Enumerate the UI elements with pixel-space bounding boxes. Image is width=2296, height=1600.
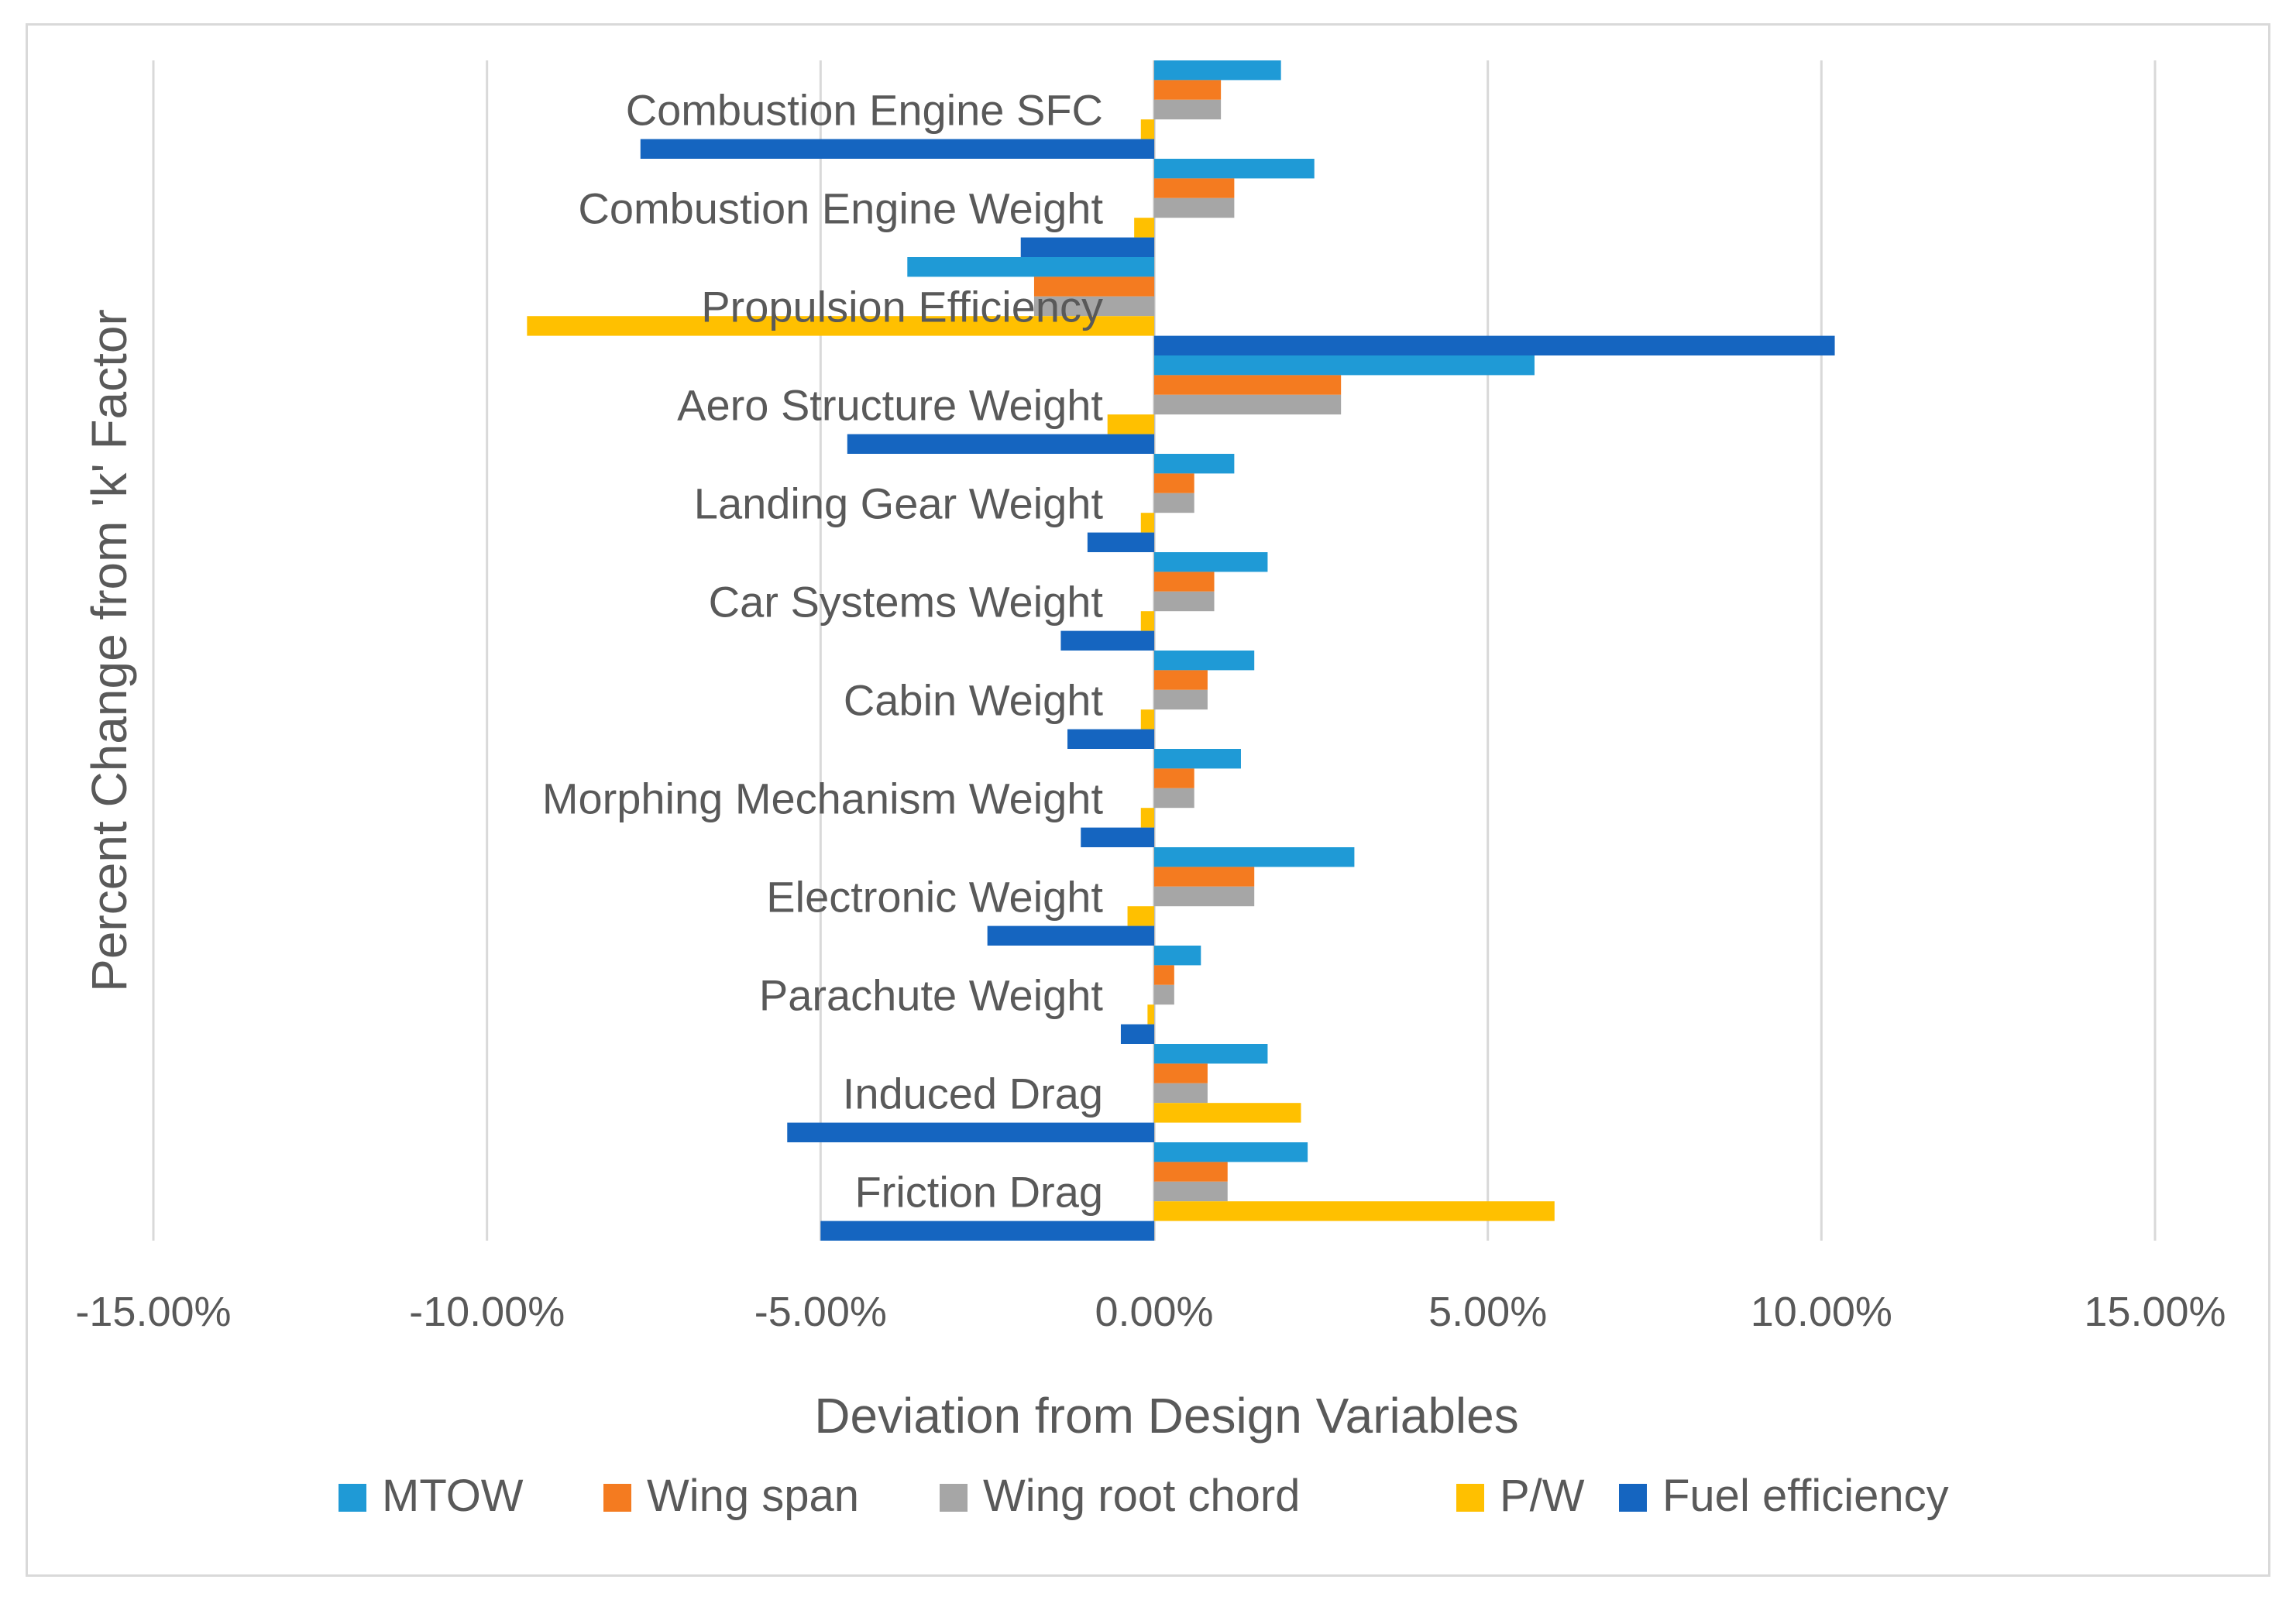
category-label: Parachute Weight [759,971,1104,1020]
bar-wing-span-propulsion-efficiency [1033,276,1154,297]
bar-wing-span-induced-drag [1154,1063,1208,1083]
legend-label-wing-span: Wing span [647,1471,859,1521]
bar-fuel-efficiency-morphing-mechanism-weight [1081,827,1154,847]
bar-wing-root-chord-electronic-weight [1154,886,1255,907]
bar-fuel-efficiency-induced-drag [787,1122,1154,1142]
bar-fuel-efficiency-propulsion-efficiency [1154,335,1835,355]
bar-wing-root-chord-induced-drag [1154,1083,1208,1104]
bar-wing-root-chord-parachute-weight [1154,984,1174,1005]
bar-mtow-propulsion-efficiency [907,257,1154,277]
bar-wing-span-combustion-engine-weight [1154,178,1235,198]
bar-fuel-efficiency-electronic-weight [987,925,1154,946]
bar-wing-span-combustion-engine-sfc [1154,80,1222,100]
category-label: Landing Gear Weight [694,479,1104,528]
legend-swatch-wing-root-chord [940,1484,968,1512]
bar-fuel-efficiency-parachute-weight [1120,1024,1154,1044]
bar-fuel-efficiency-cabin-weight [1067,729,1154,749]
x-tick-label: 10.00% [1751,1289,1892,1335]
category-labels: Combustion Engine SFC Combustion Engine W… [542,86,1104,1217]
category-label: Cabin Weight [844,676,1104,725]
category-label: Friction Drag [854,1168,1103,1217]
bar-mtow-combustion-engine-sfc [1154,60,1281,81]
bar-mtow-morphing-mechanism-weight [1154,749,1241,769]
category-label: Morphing Mechanism Weight [542,774,1104,823]
category-label: Car Systems Weight [709,578,1104,627]
bar-mtow-landing-gear-weight [1154,454,1235,474]
bar-wing-span-cabin-weight [1154,670,1208,690]
x-axis-title: Deviation from Design Variables [814,1388,1518,1444]
bar-fuel-efficiency-aero-structure-weight [847,434,1154,454]
x-tick-label: -10.00% [409,1289,565,1335]
bar-wing-span-landing-gear-weight [1154,473,1194,493]
bar-mtow-car-systems-weight [1154,552,1268,572]
legend-swatch-p-w [1456,1484,1484,1512]
legend-label-fuel-efficiency: Fuel efficiency [1662,1471,1949,1521]
legend-label-mtow: MTOW [382,1471,524,1521]
bar-wing-root-chord-cabin-weight [1154,689,1208,710]
bar-p-w-aero-structure-weight [1107,414,1154,434]
bar-wing-root-chord-morphing-mechanism-weight [1154,788,1194,809]
legend: MTOW Wing span Wing root chord P/W Fuel effi… [339,1471,1949,1521]
bar-wing-span-morphing-mechanism-weight [1154,768,1194,788]
bar-mtow-aero-structure-weight [1154,355,1535,376]
bar-mtow-induced-drag [1154,1044,1268,1064]
bar-p-w-landing-gear-weight [1140,513,1154,533]
bar-mtow-combustion-engine-weight [1154,159,1315,179]
x-tick-label: -15.00% [75,1289,231,1335]
bar-wing-span-friction-drag [1154,1162,1228,1182]
bar-wing-root-chord-combustion-engine-weight [1154,197,1235,218]
bar-wing-root-chord-combustion-engine-sfc [1154,99,1222,120]
legend-label-p-w: P/W [1500,1471,1585,1521]
bar-fuel-efficiency-car-systems-weight [1060,630,1154,651]
gridlines [152,60,2157,1241]
category-label: Combustion Engine Weight [578,184,1103,233]
legend-label-wing-root-chord: Wing root chord [983,1471,1300,1521]
bar-p-w-parachute-weight [1147,1004,1154,1025]
bar-wing-span-electronic-weight [1154,867,1255,887]
bar-p-w-combustion-engine-weight [1134,218,1154,238]
bar-wing-span-car-systems-weight [1154,572,1215,592]
bar-p-w-electronic-weight [1127,906,1154,926]
bar-wing-span-parachute-weight [1154,965,1174,985]
legend-swatch-mtow [339,1484,366,1512]
bar-p-w-induced-drag [1154,1103,1301,1123]
bar-fuel-efficiency-combustion-engine-sfc [640,139,1154,159]
bar-wing-root-chord-propulsion-efficiency [1033,296,1154,317]
bar-mtow-cabin-weight [1154,651,1255,671]
category-label: Induced Drag [843,1070,1103,1118]
x-tick-label: 5.00% [1428,1289,1547,1335]
bar-wing-root-chord-aero-structure-weight [1154,394,1342,415]
bar-mtow-friction-drag [1154,1142,1308,1162]
y-axis-title: Percent Change from 'k' Factor [81,309,137,992]
legend-swatch-wing-span [603,1484,631,1512]
x-tick-labels: -15.00% -10.00% -5.00% 0.00% 5.00% 10.00% 15.0… [75,1289,2226,1335]
legend-swatch-fuel-efficiency [1619,1484,1647,1512]
bar-mtow-electronic-weight [1154,847,1355,867]
bar-wing-root-chord-landing-gear-weight [1154,493,1194,513]
category-label: Aero Structure Weight [677,381,1103,430]
bar-p-w-friction-drag [1154,1201,1555,1221]
bar-p-w-combustion-engine-sfc [1140,119,1154,139]
bar-wing-root-chord-car-systems-weight [1154,591,1215,612]
bar-fuel-efficiency-friction-drag [820,1221,1154,1241]
bar-fuel-efficiency-landing-gear-weight [1087,532,1154,552]
bar-p-w-cabin-weight [1140,709,1154,730]
category-label: Propulsion Efficiency [701,283,1103,331]
bar-p-w-car-systems-weight [1140,611,1154,631]
x-tick-label: 0.00% [1095,1289,1213,1335]
category-label: Combustion Engine SFC [626,86,1103,135]
bars [527,60,1835,1241]
bar-fuel-efficiency-combustion-engine-weight [1020,237,1154,257]
bar-mtow-parachute-weight [1154,946,1201,966]
bar-p-w-propulsion-efficiency [527,316,1154,336]
category-label: Electronic Weight [766,873,1103,922]
bar-wing-root-chord-friction-drag [1154,1181,1228,1202]
bar-p-w-morphing-mechanism-weight [1140,808,1154,828]
bar-wing-span-aero-structure-weight [1154,375,1342,395]
x-tick-label: 15.00% [2084,1289,2226,1335]
x-tick-label: -5.00% [754,1289,887,1335]
